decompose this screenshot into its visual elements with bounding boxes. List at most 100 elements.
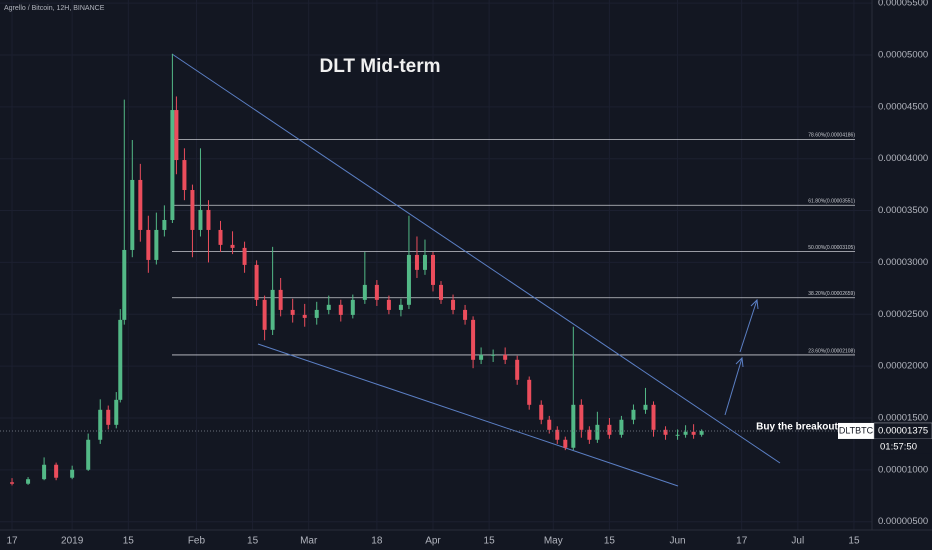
- candle-body: [579, 404, 584, 430]
- candle-body: [138, 179, 143, 230]
- candle-body: [699, 430, 704, 435]
- candle-body: [242, 247, 247, 265]
- x-tick-label: 15: [604, 536, 616, 547]
- candle-body: [218, 229, 223, 245]
- x-tick-label: 15: [484, 536, 496, 547]
- candle-body: [314, 309, 319, 318]
- x-tick-label: 18: [371, 536, 383, 547]
- arrow-head: [735, 356, 744, 368]
- candle-body: [422, 254, 427, 270]
- candle-body: [539, 404, 544, 420]
- candle-body: [170, 110, 175, 220]
- candle-body: [254, 264, 259, 300]
- candle-body: [463, 309, 468, 320]
- candle-body: [631, 409, 636, 420]
- x-tick-label: 15: [123, 536, 135, 547]
- candle-body: [198, 209, 203, 230]
- candle-body: [479, 354, 484, 360]
- candle-body: [414, 254, 419, 270]
- annotation: Buy the breakout: [756, 422, 838, 433]
- y-tick-label: 0.00003500: [878, 205, 928, 216]
- candle-body: [278, 289, 283, 310]
- candle-body: [262, 299, 267, 330]
- candles: [10, 53, 704, 486]
- price-label: DLTBTC 0.00001375 01:57:50: [838, 422, 932, 454]
- candle-body: [10, 482, 15, 484]
- candle-body: [54, 464, 59, 478]
- candle-body: [230, 244, 235, 248]
- x-tick-label: Jul: [791, 536, 804, 547]
- candle-body: [350, 299, 355, 315]
- candle-body: [362, 284, 367, 300]
- candle-body: [471, 319, 476, 360]
- candle-body: [491, 354, 496, 356]
- candle-body: [106, 409, 111, 425]
- y-tick-label: 0.00005000: [878, 49, 928, 60]
- candle-body: [691, 431, 696, 435]
- x-tick-label: Apr: [425, 536, 441, 547]
- candle-body: [290, 309, 295, 315]
- candle-body: [663, 429, 668, 435]
- y-tick-label: 0.00003000: [878, 257, 928, 268]
- y-tick-label: 0.00002000: [878, 361, 928, 372]
- candle-body: [675, 434, 680, 436]
- candle-body: [86, 439, 91, 470]
- candle-body: [555, 429, 560, 440]
- candle-body: [118, 319, 123, 400]
- candle-body: [206, 209, 211, 230]
- candle-body: [130, 179, 135, 250]
- candle-body: [26, 479, 31, 484]
- candle-body: [42, 464, 47, 480]
- candle-body: [182, 160, 187, 191]
- lower-trendline: [257, 343, 679, 487]
- y-tick-label: 0.00000500: [878, 516, 928, 527]
- x-tick-label: 2019: [61, 536, 84, 547]
- symbol-label: DLTBTC: [839, 425, 874, 435]
- candle-body: [122, 249, 127, 320]
- arrow-head: [750, 298, 759, 310]
- y-tick-label: 0.00002500: [878, 309, 928, 320]
- candle-body: [527, 379, 532, 405]
- candle-body: [326, 304, 331, 310]
- y-tick-label: 0.00001000: [878, 464, 928, 475]
- candle-body: [651, 404, 656, 430]
- price-value: 0.00001375: [878, 425, 928, 436]
- x-tick-label: 15: [848, 536, 860, 547]
- candle-body: [503, 354, 508, 360]
- x-tick-label: 15: [247, 536, 259, 547]
- x-tick-label: 17: [736, 536, 748, 547]
- x-tick-label: Feb: [188, 536, 206, 547]
- candle-body: [595, 424, 600, 440]
- arrow-line: [739, 299, 758, 353]
- chart-title: DLT Mid-term: [319, 56, 440, 77]
- candle-body: [386, 299, 391, 310]
- fib-label: 61.80%(0.00003551): [808, 199, 855, 205]
- x-tick-label: May: [544, 536, 563, 547]
- y-tick-label: 0.00004500: [878, 101, 928, 112]
- x-tick-label: 17: [6, 536, 18, 547]
- candle-body: [302, 314, 307, 318]
- candle-body: [643, 404, 648, 410]
- candle-body: [70, 469, 75, 478]
- fib-label: 78.60%(0.00004186): [808, 133, 855, 139]
- candle-body: [563, 439, 568, 448]
- candle-body: [190, 190, 195, 230]
- candle-body: [430, 254, 435, 285]
- fib-label: 38.20%(0.00002659): [808, 291, 855, 297]
- candle-body: [451, 299, 456, 310]
- y-tick-label: 0.00005500: [878, 0, 928, 9]
- candle-body: [146, 229, 151, 260]
- fib-levels: 78.60%(0.00004186) 61.80%(0.00003551) 50.0…: [172, 133, 855, 356]
- candle-body: [162, 219, 167, 230]
- candle-body: [683, 431, 688, 435]
- candle-body: [571, 404, 576, 448]
- candle-body: [398, 304, 403, 310]
- symbol-header: Agrello / Bitcoin, 12H, BINANCE: [4, 5, 105, 12]
- candle-body: [406, 254, 411, 305]
- candle-body: [607, 424, 612, 435]
- candle-body: [174, 110, 179, 161]
- candle-body: [619, 419, 624, 435]
